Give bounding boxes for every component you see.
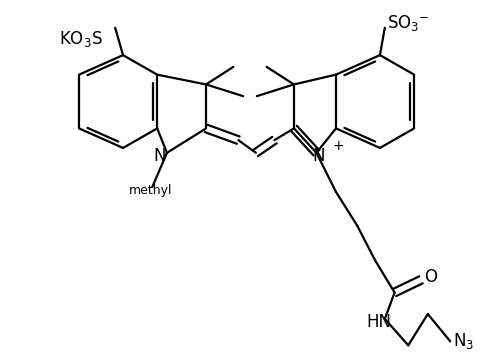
- Text: +: +: [332, 139, 344, 153]
- Text: O: O: [424, 268, 437, 286]
- Text: HN: HN: [366, 313, 392, 331]
- Text: N$_3$: N$_3$: [453, 331, 474, 352]
- Text: methyl: methyl: [128, 184, 172, 198]
- Text: SO$_3$$^{-}$: SO$_3$$^{-}$: [387, 13, 429, 33]
- Text: N: N: [312, 147, 324, 165]
- Text: KO$_3$S: KO$_3$S: [60, 29, 103, 48]
- Text: N: N: [154, 147, 166, 165]
